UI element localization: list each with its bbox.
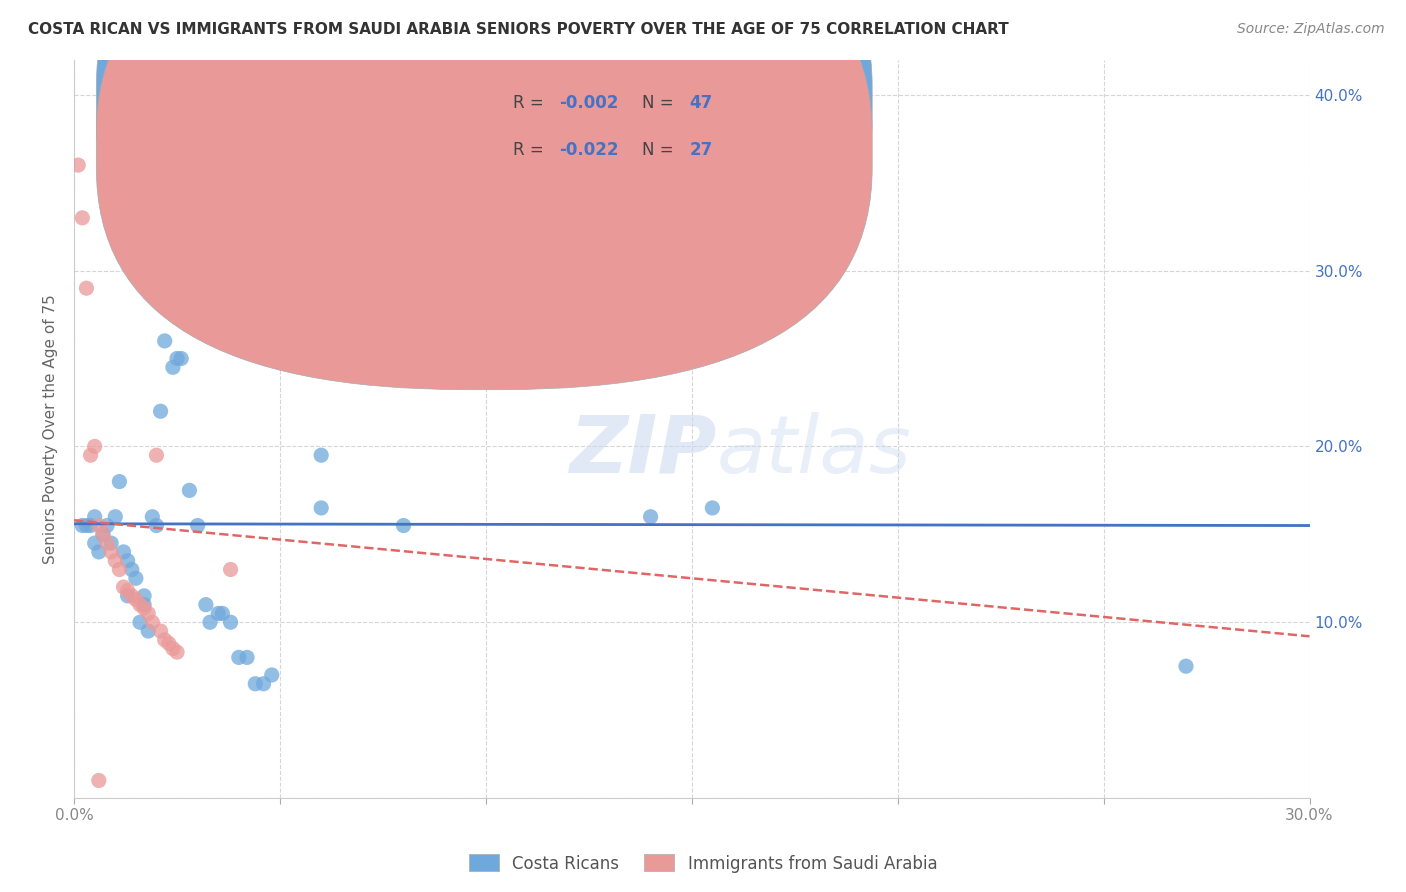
Point (157, 636, 180, 650)
Point (112, 580, 135, 594)
Point (72, 211, 94, 225)
Point (87, 545, 110, 559)
Point (145, 448, 167, 462)
Point (136, 607, 159, 621)
Point (87, 773, 110, 788)
Y-axis label: Seniors Poverty Over the Age of 75: Seniors Poverty Over the Age of 75 (44, 294, 58, 564)
Point (141, 615, 163, 630)
Point (83, 439, 105, 453)
Text: COSTA RICAN VS IMMIGRANTS FROM SAUDI ARABIA SENIORS POVERTY OVER THE AGE OF 75 C: COSTA RICAN VS IMMIGRANTS FROM SAUDI ARA… (28, 22, 1010, 37)
Point (260, 668, 283, 682)
Point (162, 641, 184, 656)
Point (132, 601, 155, 615)
Point (219, 615, 242, 630)
Point (100, 536, 122, 550)
Point (141, 509, 163, 524)
FancyBboxPatch shape (97, 0, 872, 390)
Point (83, 509, 105, 524)
Point (104, 554, 127, 568)
Point (87, 518, 110, 533)
Text: R =: R = (513, 142, 548, 160)
Text: R =: R = (513, 95, 548, 112)
Point (83, 536, 105, 550)
Point (145, 518, 167, 533)
FancyBboxPatch shape (444, 70, 785, 186)
Point (121, 562, 143, 576)
Text: atlas: atlas (717, 412, 911, 490)
Point (1175, 659, 1198, 673)
Point (75, 518, 97, 533)
Point (640, 509, 662, 524)
Point (96, 536, 118, 550)
Point (117, 589, 139, 603)
Point (72, 518, 94, 533)
Point (392, 518, 415, 533)
Point (166, 645, 188, 659)
Point (236, 650, 259, 665)
Point (166, 351, 188, 366)
Point (125, 571, 148, 585)
Point (252, 677, 274, 691)
Point (129, 598, 152, 612)
Point (198, 615, 221, 630)
FancyBboxPatch shape (97, 0, 872, 343)
Point (153, 334, 176, 348)
Point (136, 624, 159, 638)
Point (104, 509, 127, 524)
Point (91, 527, 114, 541)
Text: N =: N = (643, 142, 679, 160)
Point (108, 562, 131, 576)
Text: Source: ZipAtlas.com: Source: ZipAtlas.com (1237, 22, 1385, 37)
Point (157, 299, 180, 313)
Point (228, 650, 250, 665)
Point (108, 475, 131, 489)
Point (75, 281, 97, 295)
Point (187, 518, 209, 533)
Point (67, 158, 90, 172)
Text: -0.022: -0.022 (560, 142, 619, 160)
Point (207, 607, 229, 621)
Text: -0.002: -0.002 (560, 95, 619, 112)
Point (121, 589, 143, 603)
Text: N =: N = (643, 95, 679, 112)
Point (153, 632, 176, 647)
Point (309, 448, 332, 462)
Point (129, 615, 152, 630)
Point (125, 592, 148, 607)
Point (96, 518, 118, 533)
Point (91, 527, 114, 541)
Point (194, 598, 217, 612)
Point (162, 360, 184, 375)
Point (117, 554, 139, 568)
Text: ZIP: ZIP (569, 412, 717, 490)
Point (79, 518, 101, 533)
Text: 27: 27 (689, 142, 713, 160)
Point (132, 589, 155, 603)
Point (117, 583, 139, 598)
Point (79, 448, 101, 462)
Point (211, 607, 233, 621)
Point (309, 500, 332, 515)
Point (179, 483, 201, 498)
Point (433, 123, 456, 137)
Point (219, 562, 242, 576)
Point (112, 545, 135, 559)
Point (149, 404, 172, 418)
Text: 47: 47 (689, 95, 713, 112)
Point (100, 545, 122, 559)
Point (245, 677, 267, 691)
Legend: Costa Ricans, Immigrants from Saudi Arabia: Costa Ricans, Immigrants from Saudi Arab… (463, 847, 943, 880)
Point (702, 500, 724, 515)
Point (132, 598, 155, 612)
Point (149, 624, 172, 638)
Point (170, 351, 193, 366)
